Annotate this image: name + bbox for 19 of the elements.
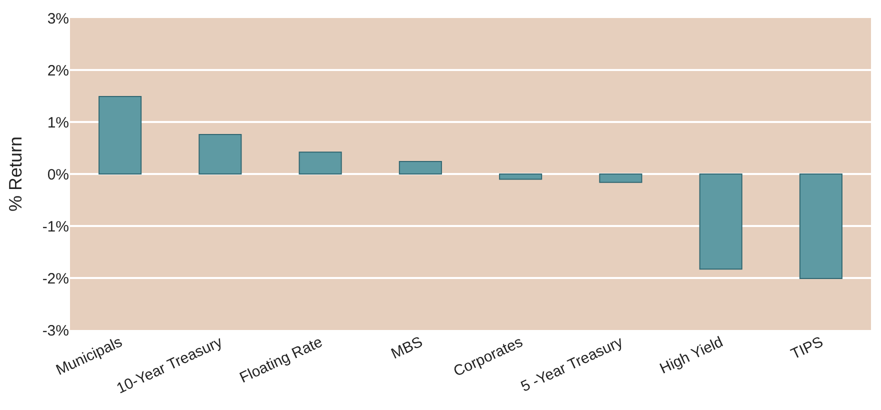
bar	[699, 174, 742, 270]
y-tick-label: 3%	[47, 10, 69, 28]
bar	[198, 134, 242, 174]
y-tick-label: -1%	[42, 218, 69, 236]
bar	[499, 174, 542, 180]
y-tick-label: 2%	[47, 62, 69, 80]
x-tick-label: High Yield	[657, 334, 726, 378]
bar	[599, 174, 642, 183]
bar	[298, 152, 342, 174]
bar	[799, 174, 842, 280]
x-tick-label: MBS	[388, 334, 426, 363]
bar	[398, 161, 442, 174]
bar	[98, 96, 142, 174]
y-tick-label: -3%	[42, 322, 69, 340]
x-tick-label: TIPS	[788, 334, 826, 364]
y-tick-label: 0%	[47, 166, 69, 184]
y-axis-title: % Return	[6, 136, 26, 212]
y-tick-label: -2%	[42, 270, 69, 288]
y-tick-label: 1%	[47, 114, 69, 132]
